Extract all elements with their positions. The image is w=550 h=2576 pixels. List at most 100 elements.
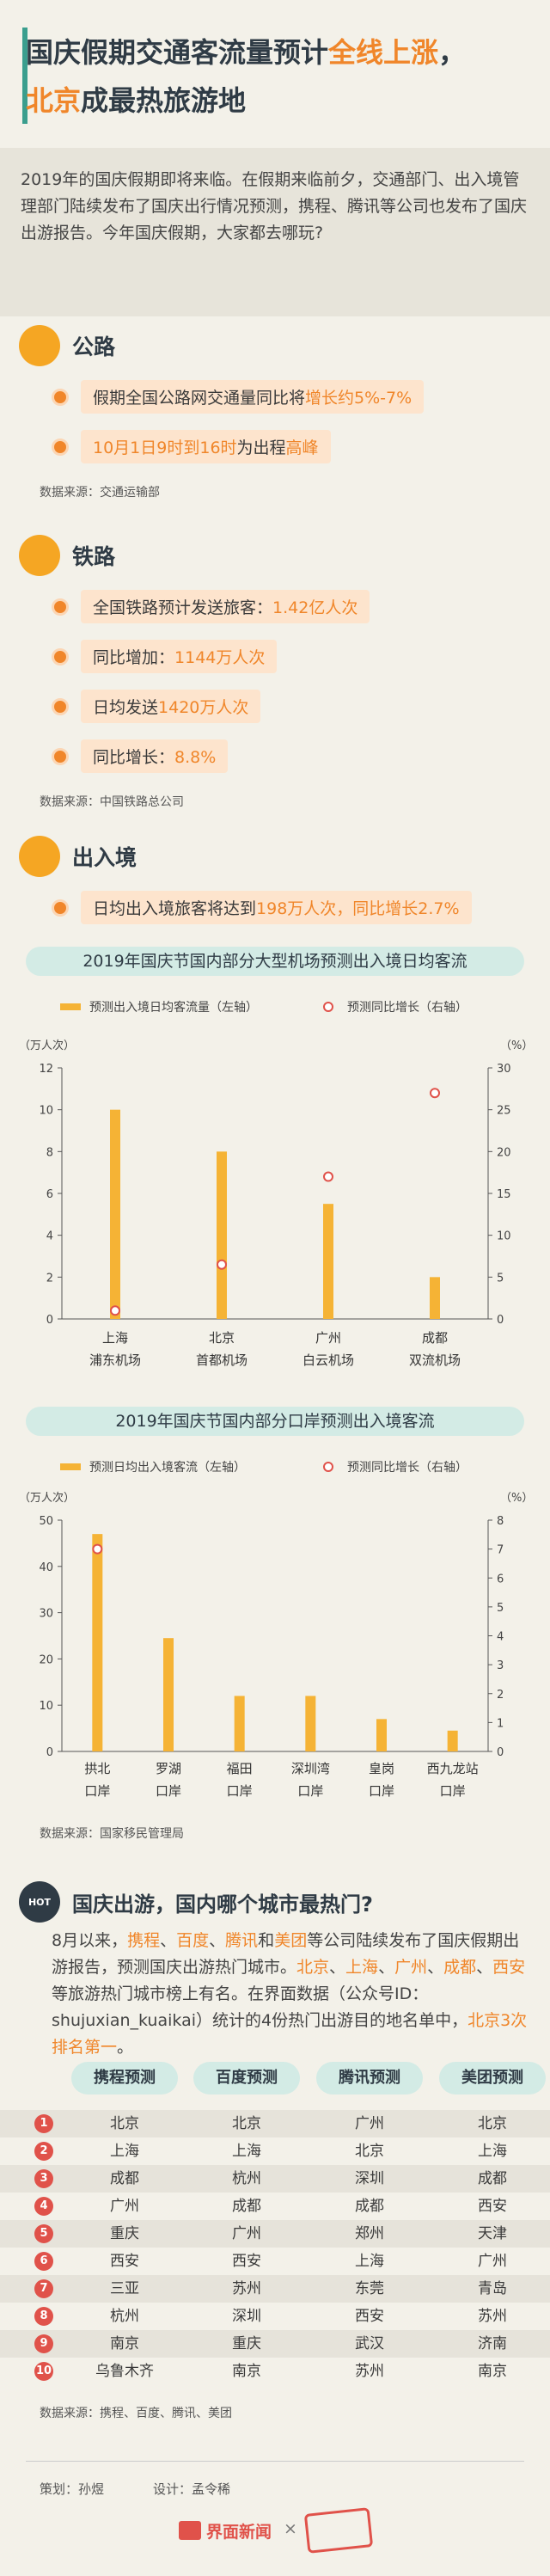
table-row: 6 西安 西安 上海 广州 xyxy=(0,2248,550,2275)
y-tick-label: 0 xyxy=(46,1746,53,1759)
cell: 杭州 xyxy=(232,2170,261,2187)
bullet: 假期全国公路网交通量同比将增长约5%-7% xyxy=(52,380,425,414)
brand: 界面新闻 xyxy=(206,2523,272,2542)
y2-tick-label: 7 xyxy=(497,1544,504,1557)
x-tick-label: 浦东机场 xyxy=(89,1352,141,1368)
y2-tick-label: 20 xyxy=(497,1146,511,1159)
table-row: 7 三亚 苏州 东莞 青岛 xyxy=(0,2275,550,2303)
text-run: 10月1日9时到16时 xyxy=(93,439,237,457)
rank: 3 xyxy=(34,2169,53,2188)
cell: 上海 xyxy=(478,2143,507,2160)
legend-swatch xyxy=(323,1462,333,1472)
cell: 成都 xyxy=(110,2170,139,2187)
cell: 南京 xyxy=(110,2335,139,2352)
cell: 广州 xyxy=(355,2115,384,2132)
title-line: 国庆假期交通客流量预计全线上涨， xyxy=(26,31,466,71)
text-run: 为出程 xyxy=(236,439,286,457)
cell: 北京 xyxy=(110,2115,139,2132)
x-tick-label: 成都 xyxy=(422,1330,448,1346)
heading: 铁路 xyxy=(72,544,116,569)
text-run: 198万人次，同比增长2.7% xyxy=(256,899,460,918)
rank: 8 xyxy=(34,2307,53,2326)
y2-tick-label: 30 xyxy=(497,1063,511,1076)
heading: 公路 xyxy=(72,334,116,359)
hot-heading: HOT 国庆出游，国内哪个城市最热门? xyxy=(19,1881,373,1923)
text-run: 、 xyxy=(378,1958,395,1977)
text-run: 高峰 xyxy=(285,439,319,457)
y-axis-label: （万人次） xyxy=(19,1491,75,1505)
x-tick-label: 白云机场 xyxy=(302,1352,354,1368)
bullet-dot xyxy=(52,697,69,715)
table-header: 美团预测 xyxy=(439,2062,546,2095)
cell: 西安 xyxy=(232,2253,261,2270)
y-tick-label: 20 xyxy=(39,1653,53,1666)
text-run: 上海 xyxy=(345,1958,379,1977)
legend-label: 预测日均出入境客流（左轴） xyxy=(89,1460,246,1475)
bullet-text: 同比增加：1144万人次 xyxy=(81,640,278,673)
table-row: 8 杭州 深圳 西安 苏州 xyxy=(0,2303,550,2330)
rank: 9 xyxy=(34,2334,53,2353)
cell: 上海 xyxy=(232,2143,261,2160)
y-tick-label: 10 xyxy=(39,1700,53,1713)
rank: 5 xyxy=(34,2224,53,2243)
text-run: 1420万人次 xyxy=(158,698,249,717)
y2-axis-label: （%） xyxy=(500,1492,533,1505)
text-run: 、 xyxy=(329,1958,346,1977)
bullet-text: 全国铁路预计发送旅客：1.42亿人次 xyxy=(81,590,370,623)
title-band xyxy=(26,1407,524,1436)
x-tick-label: 口岸 xyxy=(297,1783,323,1799)
cell: 上海 xyxy=(355,2253,384,2270)
cell: 天津 xyxy=(478,2225,507,2242)
bar xyxy=(234,1696,245,1751)
title-box xyxy=(22,28,531,124)
rank: 10 xyxy=(34,2362,53,2381)
y-axis-label: （万人次） xyxy=(19,1039,75,1052)
cell: 重庆 xyxy=(110,2225,139,2242)
cell: 广州 xyxy=(110,2198,139,2215)
section-heading: 铁路 xyxy=(19,535,115,576)
text-run: 携程 xyxy=(127,1931,161,1950)
cell: 成都 xyxy=(355,2198,384,2215)
rank: 6 xyxy=(34,2252,53,2271)
bullet-dot xyxy=(52,438,69,456)
cell: 苏州 xyxy=(355,2363,384,2380)
table-header: 腾讯预测 xyxy=(316,2062,423,2095)
cell: 北京 xyxy=(355,2143,384,2160)
text-run: 。 xyxy=(117,2038,134,2057)
cell: 深圳 xyxy=(232,2308,261,2325)
text-run: 8月以来， xyxy=(52,1931,128,1950)
y2-tick-label: 0 xyxy=(497,1746,504,1759)
legend-label: 预测出入境日均客流量（左轴） xyxy=(89,1000,258,1015)
y-tick-label: 4 xyxy=(46,1230,53,1243)
cell: 深圳 xyxy=(355,2170,384,2187)
y2-tick-label: 5 xyxy=(497,1602,504,1615)
text-run: 西安 xyxy=(492,1958,526,1977)
cell: 西安 xyxy=(478,2198,507,2215)
point xyxy=(110,1305,120,1316)
legend-swatch xyxy=(323,1002,333,1012)
rank: 2 xyxy=(34,2142,53,2161)
planner: 策划：孙煜 xyxy=(40,2481,105,2497)
y-tick-label: 30 xyxy=(39,1608,53,1621)
bullet: 全国铁路预计发送旅客：1.42亿人次 xyxy=(52,590,370,623)
hot-paragraph: 8月以来，携程、百度、腾讯和美团等公司陆续发布了国庆假期出游报告，预测国庆出游热… xyxy=(52,1928,533,2061)
text-run: 日均出入境旅客将达到 xyxy=(93,899,257,918)
text-run: 、 xyxy=(209,1931,226,1950)
cell: 成都 xyxy=(232,2198,261,2215)
y2-tick-label: 0 xyxy=(497,1314,504,1327)
times: × xyxy=(284,2519,297,2538)
text-run: ， xyxy=(438,36,467,69)
text-run: 假期全国公路网交通量同比将 xyxy=(93,389,306,408)
x-tick-label: 广州 xyxy=(315,1330,341,1346)
table-row: 5 重庆 广州 郑州 天津 xyxy=(0,2220,550,2248)
y2-tick-label: 15 xyxy=(497,1188,511,1201)
bullet-text: 日均出入境旅客将达到198万人次，同比增长2.7% xyxy=(81,891,472,924)
text-run: 全线上涨 xyxy=(328,36,439,69)
y2-tick-label: 4 xyxy=(497,1631,504,1644)
text-run: 腾讯 xyxy=(225,1931,259,1950)
bullet: 同比增长：8.8% xyxy=(52,739,229,773)
table-row: 3 成都 杭州 深圳 成都 xyxy=(0,2165,550,2193)
bullet-dot xyxy=(52,747,69,765)
source: 数据来源：中国铁路总公司 xyxy=(40,795,184,809)
